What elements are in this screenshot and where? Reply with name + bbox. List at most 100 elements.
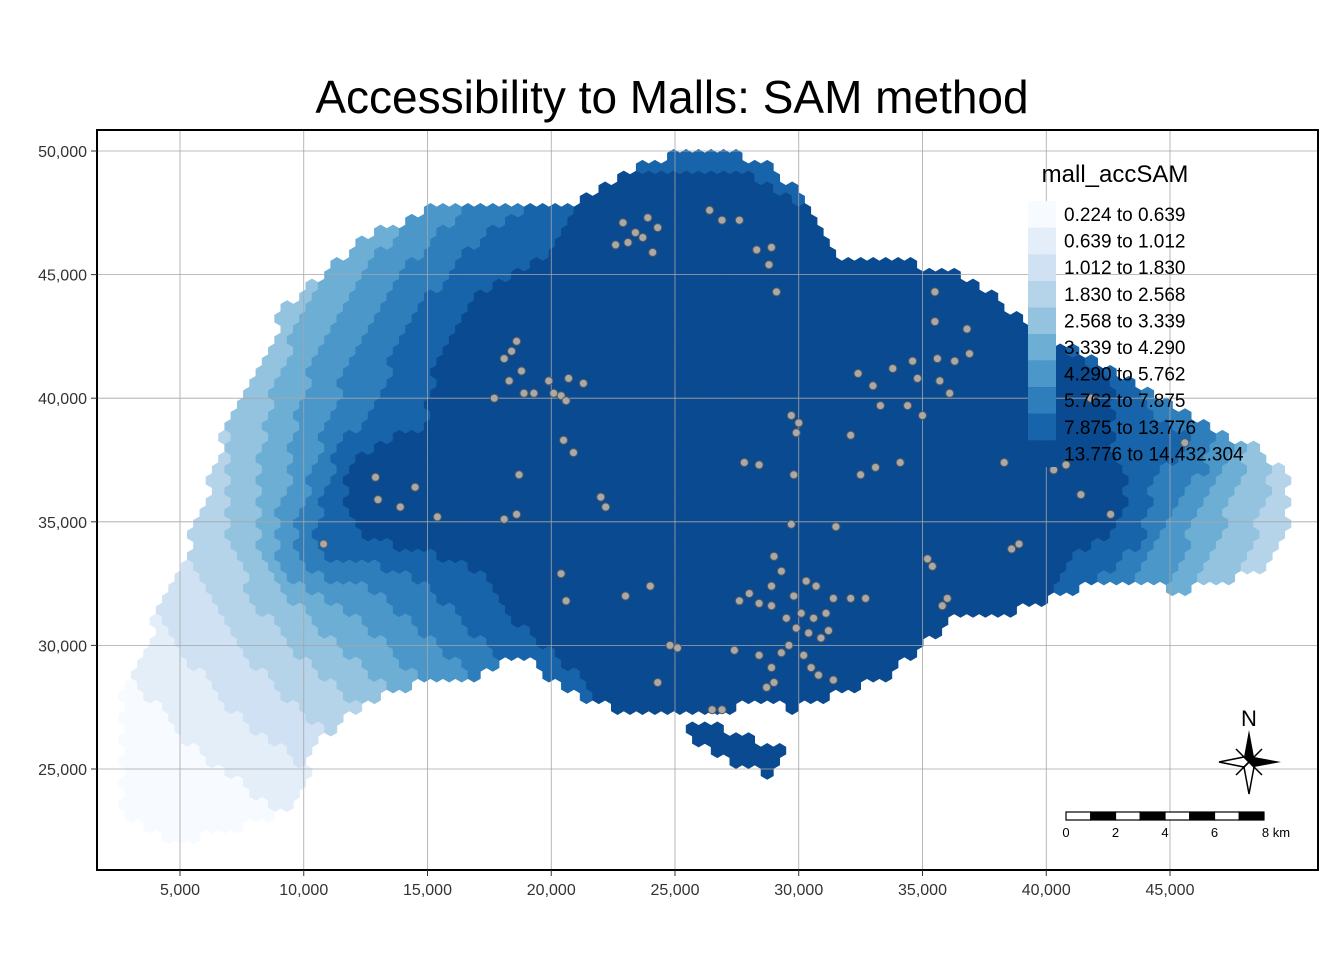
- legend-swatch: [1028, 387, 1056, 414]
- mall-point: [504, 376, 514, 386]
- mall-point: [514, 470, 524, 480]
- mall-point: [776, 566, 786, 576]
- x-tick-label: 45,000: [1146, 882, 1195, 899]
- scale-label: 8 km: [1262, 825, 1290, 840]
- mall-point: [871, 462, 880, 472]
- mall-point: [601, 502, 611, 512]
- x-tick-label: 40,000: [1022, 882, 1071, 899]
- mall-point: [927, 561, 937, 571]
- mall-point: [811, 581, 821, 591]
- mall-point: [744, 589, 754, 598]
- y-tick-label: 25,000: [38, 762, 87, 779]
- mall-point: [395, 502, 405, 512]
- mall-point: [618, 218, 628, 228]
- mall-point: [638, 233, 648, 242]
- hexagon-cell: [1003, 602, 1017, 618]
- legend-label: 2.568 to 3.339: [1064, 311, 1186, 332]
- mall-point: [512, 336, 522, 346]
- legend-swatch: [1028, 201, 1056, 228]
- mall-point: [908, 356, 918, 366]
- mall-point: [645, 581, 655, 591]
- mall-point: [1049, 465, 1059, 475]
- mall-point: [512, 509, 522, 519]
- mall-point: [856, 470, 866, 480]
- scale-label: 0: [1062, 825, 1069, 840]
- legend-label: 4.290 to 5.762: [1064, 365, 1186, 386]
- mall-point: [772, 287, 781, 297]
- mall-point: [965, 349, 974, 359]
- mall-point: [621, 591, 630, 601]
- mall-point: [653, 223, 663, 233]
- scale-segment: [1164, 811, 1191, 821]
- mall-point: [561, 396, 571, 406]
- mall-point: [432, 512, 442, 522]
- mall-point: [868, 381, 878, 391]
- mall-point: [752, 245, 762, 255]
- mall-point: [962, 324, 972, 334]
- y-axis-ticks: 50,000 45,000 40,000 35,000 30,000 25,000: [38, 144, 97, 779]
- mall-point: [950, 356, 960, 366]
- scale-segment: [1139, 811, 1166, 821]
- north-label: N: [1241, 706, 1257, 731]
- mall-point: [875, 401, 885, 411]
- scale-bar: 0 2 4 6 8 km: [1062, 811, 1290, 840]
- mall-point: [653, 678, 663, 687]
- legend-label: 1.012 to 1.830: [1064, 258, 1186, 279]
- legend-swatch: [1028, 280, 1056, 308]
- mall-point: [809, 613, 819, 623]
- x-tick-label: 35,000: [898, 882, 947, 899]
- mall-point: [754, 598, 764, 608]
- mall-point: [789, 591, 799, 601]
- mall-point: [319, 539, 329, 549]
- legend-swatch: [1028, 440, 1056, 467]
- scale-segment: [1213, 811, 1240, 821]
- mall-point: [769, 678, 779, 687]
- mall-point: [499, 354, 509, 364]
- mall-point: [923, 554, 932, 564]
- mall-point: [734, 596, 744, 606]
- mall-point: [999, 458, 1009, 467]
- mall-point: [623, 238, 633, 247]
- mall-point: [846, 430, 856, 440]
- mall-point: [578, 378, 588, 388]
- mall-point: [739, 458, 749, 467]
- mall-point: [373, 495, 383, 505]
- mall-point: [794, 418, 804, 428]
- mall-point: [888, 364, 898, 373]
- hexagon-cell: [1253, 559, 1267, 575]
- mall-point: [596, 492, 606, 502]
- north-arrow-icon: N: [1218, 706, 1281, 795]
- y-tick-label: 35,000: [38, 515, 87, 532]
- mall-point: [828, 675, 838, 685]
- legend-label: 0.224 to 0.639: [1064, 205, 1186, 226]
- hexagon-cell: [928, 624, 943, 640]
- legend-label: 7.875 to 13.776: [1064, 418, 1196, 439]
- mall-point: [1106, 509, 1116, 519]
- scale-label: 6: [1211, 825, 1218, 840]
- mall-point: [776, 648, 786, 658]
- mall-point: [556, 569, 566, 579]
- scale-segment: [1238, 811, 1265, 821]
- x-tick-label: 25,000: [651, 882, 700, 899]
- legend-swatch: [1028, 227, 1056, 255]
- scale-segment: [1114, 811, 1141, 821]
- mall-point: [517, 366, 526, 376]
- x-axis-ticks: 5,000 10,000 15,000 20,000 25,000 30,000 35,00…: [160, 870, 1195, 899]
- mall-point: [913, 373, 922, 383]
- mall-point: [630, 228, 640, 238]
- mall-point: [942, 593, 952, 603]
- scale-segment: [1189, 811, 1216, 821]
- map-panel: [96, 129, 1319, 871]
- legend-swatch: [1028, 413, 1056, 441]
- mall-point: [507, 346, 517, 356]
- hexagon-cell: [1178, 581, 1192, 597]
- mall-point: [918, 411, 927, 420]
- mall-point: [801, 576, 811, 586]
- mall-point: [814, 670, 823, 680]
- mall-point: [930, 317, 940, 327]
- mall-point: [764, 260, 774, 270]
- mall-point: [769, 551, 779, 561]
- mall-point: [804, 628, 814, 638]
- mall-point: [781, 613, 791, 623]
